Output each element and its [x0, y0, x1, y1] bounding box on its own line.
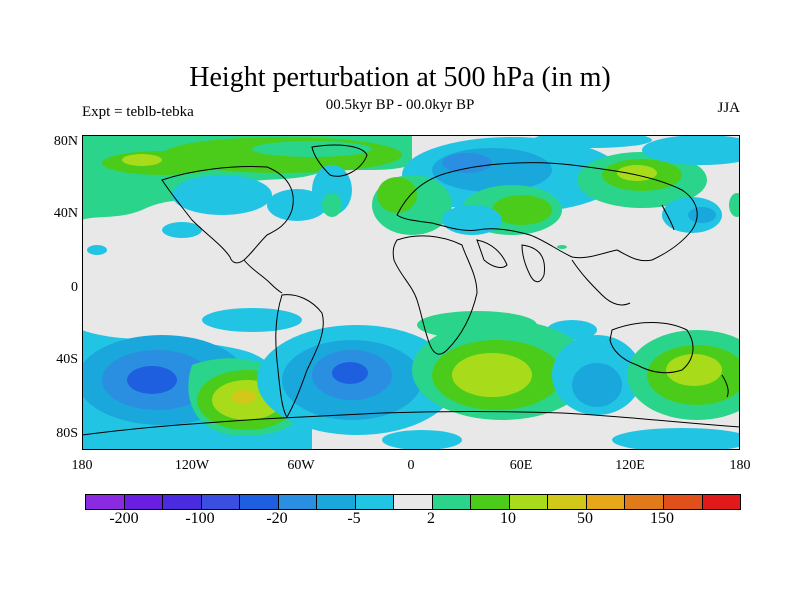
map-panel [82, 135, 740, 450]
colorbar-swatch [162, 494, 201, 510]
colorbar-swatch [200, 494, 240, 510]
colorbar-swatch [662, 494, 702, 510]
lat-label-40s: 40S [56, 352, 78, 367]
lat-label-40n: 40N [53, 206, 78, 221]
experiment-label: Expt = teblb-tebka [82, 104, 194, 120]
map-frame [82, 135, 740, 450]
coastlines [82, 144, 740, 436]
colorbar [85, 494, 742, 510]
lon-label-120w: 120W [174, 458, 210, 473]
season-label: JJA [717, 100, 740, 116]
lon-label-180e: 180 [729, 458, 751, 473]
lon-label-0: 0 [407, 458, 415, 473]
lon-label-60e: 60E [509, 458, 533, 473]
colorbar-swatch [354, 494, 394, 510]
colorbar-swatch [701, 494, 742, 510]
colorbar-tick-label: -5 [347, 510, 361, 527]
lat-label-equator: 0 [71, 280, 78, 295]
colorbar-swatch [316, 494, 355, 510]
colorbar-tick-label: -100 [185, 510, 215, 527]
map-title: Height perturbation at 500 hPa (in m) [189, 62, 611, 93]
colorbar-tick-label: -20 [266, 510, 288, 527]
colorbar-swatch [585, 494, 625, 510]
colorbar-swatch [431, 494, 471, 510]
lat-label-80n: 80N [53, 134, 78, 149]
colorbar-tick-label: 150 [650, 510, 674, 527]
colorbar-swatch [393, 494, 432, 510]
colorbar-tick-label: 10 [500, 510, 516, 527]
lon-label-60w: 60W [287, 458, 315, 473]
colorbar-swatch [239, 494, 278, 510]
colorbar-tick-label: -200 [109, 510, 139, 527]
colorbar-swatch [470, 494, 509, 510]
lon-label-180w: 180 [71, 458, 93, 473]
period-label: 00.5kyr BP - 00.0kyr BP [325, 97, 475, 113]
colorbar-tick-label: 50 [577, 510, 593, 527]
anomaly-field [82, 135, 740, 450]
colorbar-tick-label: 2 [427, 510, 435, 527]
colorbar-swatch [508, 494, 548, 510]
colorbar-swatch [123, 494, 163, 510]
colorbar-swatch [85, 494, 124, 510]
colorbar-swatch [277, 494, 317, 510]
colorbar-swatch [547, 494, 586, 510]
lon-label-120e: 120E [615, 458, 645, 473]
lat-label-80s: 80S [56, 426, 78, 441]
colorbar-swatch [624, 494, 663, 510]
